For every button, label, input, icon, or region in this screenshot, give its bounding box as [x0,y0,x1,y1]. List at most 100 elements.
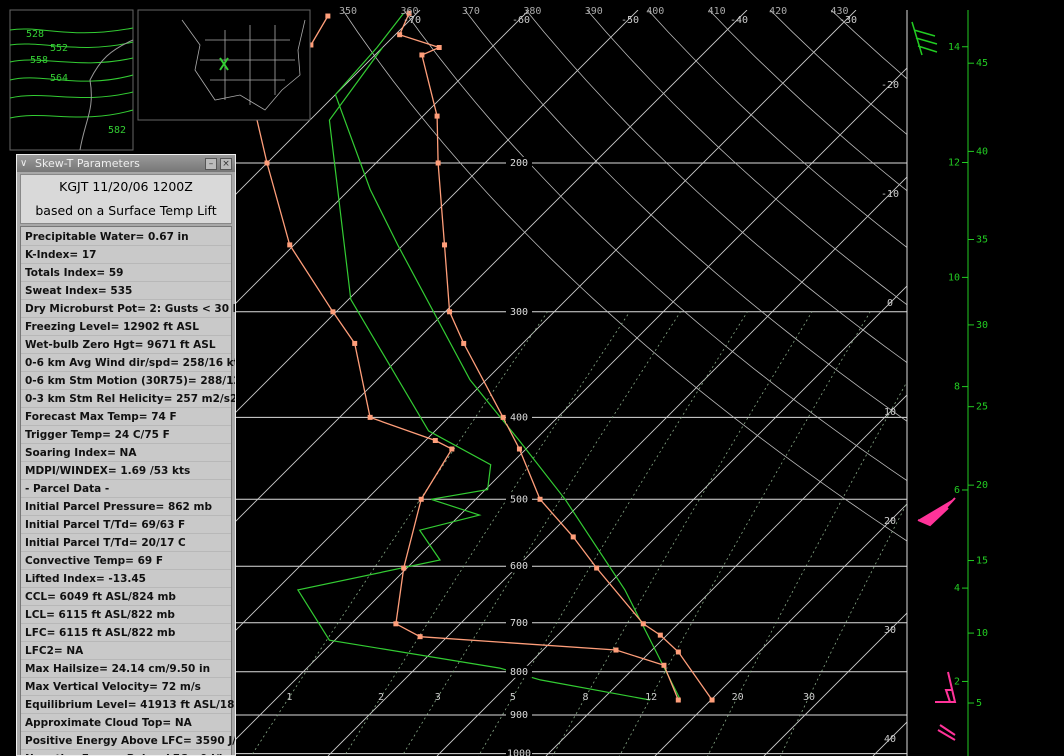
contour-label: 582 [108,125,126,136]
kft-label: 25 [976,402,988,413]
contour [9,27,134,119]
kft-label: 45 [976,58,988,69]
dewpoint-point [325,13,331,19]
isobar-label: 400 [510,412,528,423]
isotherm [138,10,639,511]
isotherm-label: -10 [881,189,899,200]
parameter-row: 0-6 km Stm Motion (30R75)= 288/12 kts [21,372,235,390]
dewpoint-point [401,565,407,571]
isotherm [138,10,748,620]
contour-label: 564 [50,73,68,84]
parameter-row: Lifted Index= -13.45 [21,570,231,588]
coastline [79,39,134,151]
mixing-ratio-label: 20 [732,692,744,703]
parameter-row: CCL= 6049 ft ASL/824 mb [21,588,231,606]
menu-icon[interactable]: ∨ [20,158,28,169]
temperature-point [657,632,663,638]
isotherm-label: -70 [403,15,421,26]
isobar-label: 700 [510,618,528,629]
dry-adiabat [342,10,907,542]
parameters-window[interactable]: ∨ Skew-T Parameters – × KGJT 11/20/06 1200Z… [16,154,236,756]
dry-adiabat-label: 350 [339,6,357,17]
isobar-label: 600 [510,561,528,572]
parameter-row: LFC= 6115 ft ASL/822 mb [21,624,231,642]
wind-barb [935,671,957,741]
temperature-point [419,52,425,58]
parameter-row: - Parcel Data - [21,480,231,498]
parameter-row: 0-3 km Stm Rel Helicity= 257 m2/s2 [21,390,235,408]
isotherm-label: -20 [881,80,899,91]
km-label: 6 [954,485,960,496]
parameter-row: Soaring Index= NA [21,444,231,462]
kft-label: 30 [976,320,988,331]
dewpoint-point [352,340,358,346]
parameter-row: Initial Parcel T/Td= 69/63 F [21,516,231,534]
isobar-label-bg [506,616,532,629]
isobar-label-bg [506,305,532,318]
temperature-point [442,242,448,248]
isobar-label: 1000 [507,749,531,756]
isotherm-label: 10 [884,407,896,418]
kft-label: 15 [976,556,988,567]
parameter-row: Precipitable Water= 0.67 in [21,228,231,246]
mixing-ratio-line [552,311,813,756]
temperature-point [709,697,715,703]
temperature-point [594,565,600,571]
isotherm [327,176,907,756]
dry-adiabat-label: 380 [523,6,541,17]
minimize-button[interactable]: – [205,158,217,170]
kft-label: 20 [976,480,988,491]
dewpoint-point [613,647,619,653]
mixing-ratio-line [707,380,907,756]
title-bar[interactable]: ∨ Skew-T Parameters – × [17,155,235,172]
dewpoint-point [417,634,423,640]
mixing-ratio-line [619,311,871,756]
dry-adiabat [708,10,907,192]
isobar-label-bg [506,493,532,506]
station-map [137,9,311,121]
header: KGJT 11/20/06 1200Z based on a Surface Te… [20,174,232,224]
parameter-row: Sweat Index= 535 [21,282,231,300]
parameter-list: Precipitable Water= 0.67 in K-Index= 17 To… [20,226,235,755]
km-label: 8 [954,382,960,393]
isotherm-label: 20 [884,516,896,527]
mixing-ratio-label: 12 [645,692,657,703]
parameter-row: Dry Microburst Pot= 2: Gusts < 30 kts [21,300,235,318]
temperature-point [447,309,453,315]
parameter-row: Equilibrium Level= 41913 ft ASL/181 mb [21,696,235,714]
dry-adiabat-label: 360 [400,6,418,17]
map-frame [9,9,134,151]
isotherm [763,612,907,756]
station-marker [219,57,229,71]
isobar-label-bg [506,560,532,573]
dewpoint-point [264,160,270,166]
wind-barb [917,497,956,527]
dewpoint-point [661,662,667,668]
isotherm-label: -60 [512,15,530,26]
temperature-point [537,496,543,502]
isobar-label-bg [506,708,532,721]
mixing-ratio-label: 30 [803,692,815,703]
mixing-ratio-line [250,311,548,756]
parameter-row: Convective Temp= 69 F [21,552,231,570]
dewpoint-point [308,42,314,48]
close-button[interactable]: × [220,158,232,170]
upper-air-map: 528 552 558 564 582 [9,9,134,151]
mixing-ratio-line [343,311,631,756]
lift-line: based on a Surface Temp Lift [35,203,217,218]
parameter-row: Approximate Cloud Top= NA [21,714,231,732]
mixing-ratio-label: 1 [286,692,292,703]
dewpoint-point [393,621,399,627]
kft-label: 10 [976,628,988,639]
wind-barbs [911,21,957,741]
temperature-point [436,45,442,51]
dry-adiabat [403,10,907,482]
parameter-row: LFC2= NA [21,642,231,660]
isobar-label-bg [506,665,532,678]
temperature-point [406,10,412,16]
temperature-point [675,649,681,655]
dry-adiabat [586,10,907,306]
dry-adiabat [525,10,907,364]
